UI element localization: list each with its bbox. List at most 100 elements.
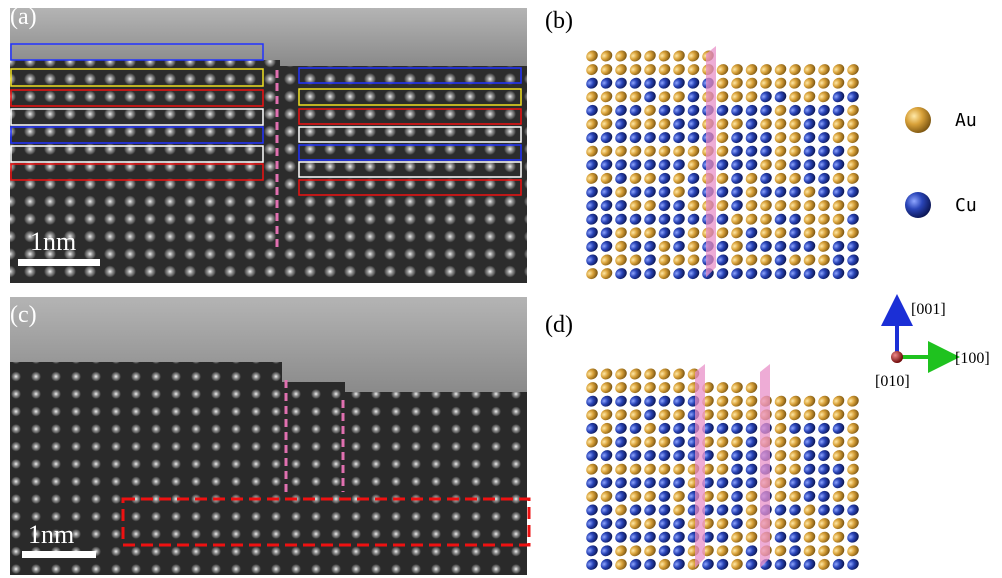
au-atom [845, 421, 861, 436]
cu-atom [671, 157, 687, 172]
cu-atom [613, 116, 629, 131]
cu-atom [686, 103, 702, 118]
au-atom [773, 421, 789, 436]
au-atom [816, 89, 832, 104]
au-atom [744, 380, 760, 395]
legend-label: Au [955, 110, 977, 131]
au-atom [845, 171, 861, 186]
cu-atom [744, 475, 760, 490]
cu-atom [686, 130, 702, 145]
au-atom [613, 557, 629, 572]
au-atom [831, 407, 847, 422]
cu-atom [787, 266, 803, 281]
au-atom [642, 516, 658, 531]
au-atom [773, 543, 789, 558]
cu-atom [729, 171, 745, 186]
au-atom [686, 198, 702, 213]
cu-atom [831, 475, 847, 490]
au-atom [845, 143, 861, 158]
cu-atom [816, 130, 832, 145]
au-atom [613, 543, 629, 558]
au-atom [657, 116, 673, 131]
au-atom [729, 557, 745, 572]
cu-atom [657, 198, 673, 213]
cu-atom [599, 225, 615, 240]
au-atom [744, 62, 760, 77]
cu-atom [657, 130, 673, 145]
cu-atom [816, 461, 832, 476]
legend-label: Cu [955, 195, 977, 216]
cu-atom [642, 407, 658, 422]
cu-atom [744, 434, 760, 449]
cu-atom [671, 239, 687, 254]
au-atom [787, 116, 803, 131]
au-atom [831, 75, 847, 90]
au-atom [599, 103, 615, 118]
au-atom [816, 516, 832, 531]
cu-atom [816, 421, 832, 436]
au-atom [816, 557, 832, 572]
cu-atom [729, 143, 745, 158]
cu-atom [816, 143, 832, 158]
au-atom [787, 407, 803, 422]
au-atom [686, 239, 702, 254]
cu-atom [642, 557, 658, 572]
panel-label: (b) [545, 8, 573, 34]
cu-atom [729, 130, 745, 145]
cu-atom [787, 421, 803, 436]
cu-atom [671, 198, 687, 213]
cu-atom [787, 557, 803, 572]
au-atom [715, 448, 731, 463]
cu-atom [628, 184, 644, 199]
cu-atom [584, 557, 600, 572]
cu-atom [802, 239, 818, 254]
au-atom [729, 407, 745, 422]
cu-atom [599, 393, 615, 408]
au-atom [642, 198, 658, 213]
au-atom [773, 143, 789, 158]
au-atom [642, 143, 658, 158]
cu-atom [729, 421, 745, 436]
au-atom [715, 516, 731, 531]
cu-atom [845, 89, 861, 104]
cu-atom [599, 516, 615, 531]
cu-atom [628, 502, 644, 517]
au-atom [729, 225, 745, 240]
au-atom [686, 157, 702, 172]
au-atom [584, 434, 600, 449]
au-atom [729, 529, 745, 544]
au-atom [628, 489, 644, 504]
au-atom [642, 543, 658, 558]
au-atom [744, 252, 760, 267]
au-atom [584, 143, 600, 158]
cu-atom [599, 184, 615, 199]
au-atom [671, 407, 687, 422]
au-atom [599, 62, 615, 77]
au-atom [773, 62, 789, 77]
au-atom [773, 393, 789, 408]
au-atom [715, 543, 731, 558]
au-atom [845, 516, 861, 531]
cu-atom [671, 130, 687, 145]
panel-label: (d) [545, 312, 573, 338]
au-atom [584, 89, 600, 104]
cu-atom [599, 198, 615, 213]
cu-atom [802, 475, 818, 490]
au-atom [831, 543, 847, 558]
cu-atom [802, 448, 818, 463]
cu-atom [831, 184, 847, 199]
au-atom [671, 252, 687, 267]
cu-atom [773, 211, 789, 226]
au-atom [671, 184, 687, 199]
cu-atom [802, 489, 818, 504]
cu-atom [584, 225, 600, 240]
cu-atom [686, 266, 702, 281]
au-atom [657, 89, 673, 104]
cu-atom [729, 448, 745, 463]
au-atom [729, 393, 745, 408]
au-atom [744, 393, 760, 408]
cu-atom [831, 103, 847, 118]
cu-atom [686, 171, 702, 186]
cu-atom [671, 75, 687, 90]
au-atom [802, 543, 818, 558]
